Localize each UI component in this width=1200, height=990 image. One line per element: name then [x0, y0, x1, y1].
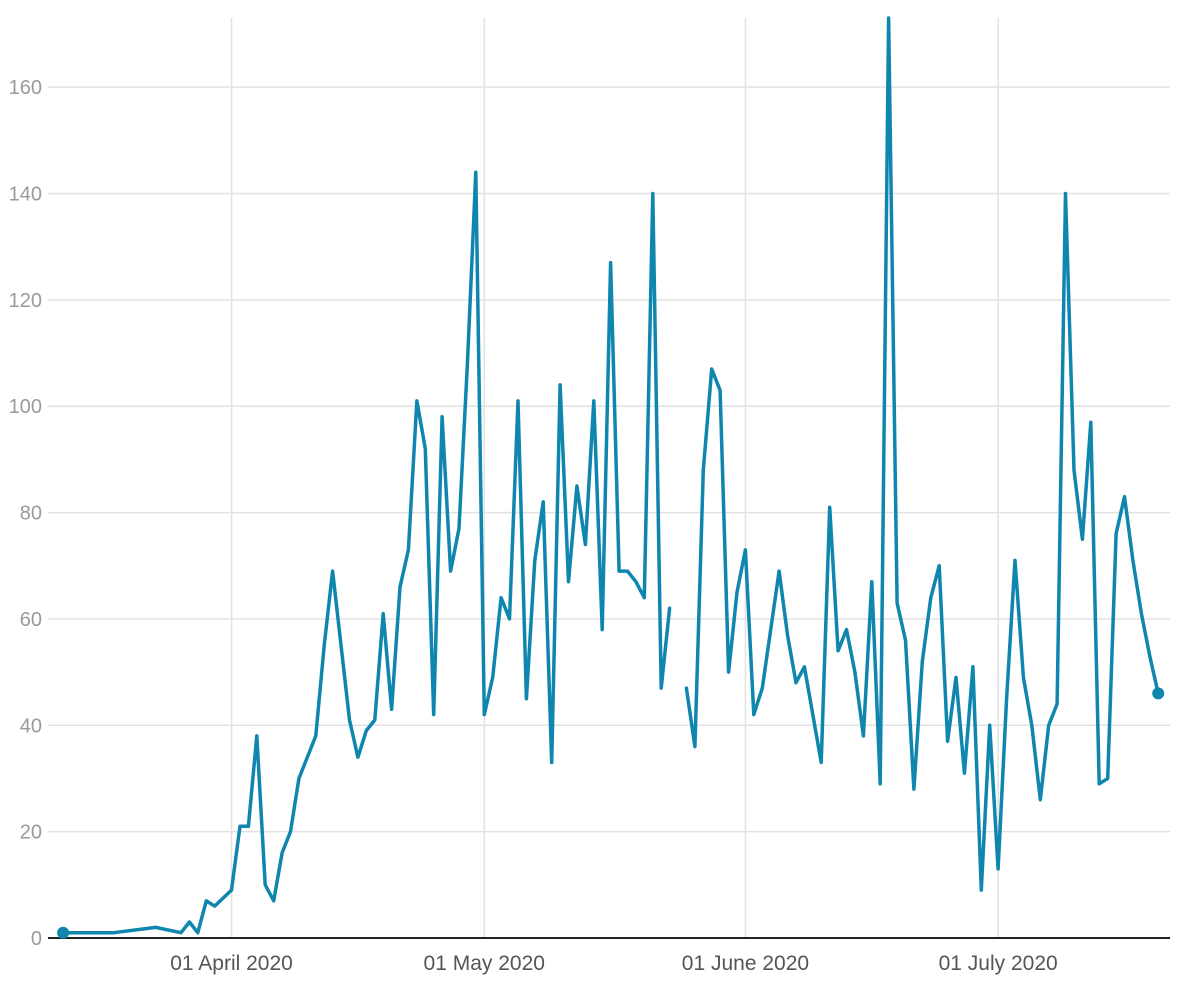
y-tick-label: 60 — [20, 609, 42, 631]
y-tick-label: 0 — [31, 928, 42, 950]
y-axis-tick-labels: 0 20 40 60 80 100 120 140 160 — [9, 77, 42, 950]
series-start-point — [57, 926, 70, 939]
x-tick-label: 01 June 2020 — [682, 952, 809, 975]
y-tick-label: 120 — [9, 290, 42, 312]
y-tick-label: 160 — [9, 77, 42, 99]
y-tick-label: 80 — [20, 503, 42, 525]
series-group — [61, 16, 1160, 935]
x-axis-tick-labels: 01 April 2020 01 May 2020 01 June 2020 01 J… — [170, 952, 1057, 975]
series-line — [61, 16, 1160, 935]
endpoint-markers — [57, 687, 1165, 939]
x-tick-label: 01 July 2020 — [939, 952, 1058, 975]
x-tick-label: 01 April 2020 — [170, 952, 293, 975]
x-tick-label: 01 May 2020 — [424, 952, 545, 975]
y-tick-label: 140 — [9, 183, 42, 205]
series-end-point — [1152, 687, 1165, 700]
y-tick-label: 20 — [20, 822, 42, 844]
y-tick-label: 40 — [20, 715, 42, 737]
y-tick-label: 100 — [9, 396, 42, 418]
